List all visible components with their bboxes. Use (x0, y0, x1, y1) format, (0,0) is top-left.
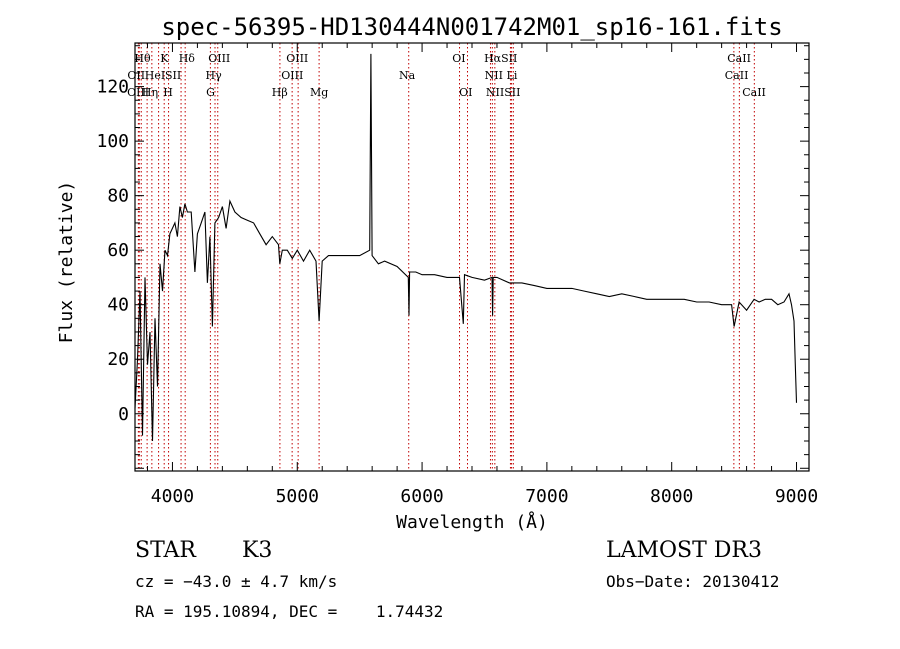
line-label: Na (399, 69, 416, 82)
line-label: OIII (281, 69, 303, 82)
obs-date: Obs−Date: 20130412 (606, 572, 780, 591)
line-label: CaII (742, 86, 766, 99)
line-label: SII (165, 69, 181, 82)
survey-name: LAMOST DR3 (606, 538, 762, 563)
line-label: OI (452, 52, 465, 65)
spectral-line-markers (137, 43, 755, 471)
plot-frame (134, 42, 810, 472)
line-label: OIII (208, 52, 230, 65)
x-tick-label: 4000 (151, 486, 194, 507)
line-label: Mg (310, 86, 328, 99)
x-tick-label: 9000 (775, 486, 818, 507)
x-tick-label: 5000 (276, 486, 319, 507)
x-tick-label: 7000 (525, 486, 568, 507)
object-subclass: K3 (242, 538, 273, 563)
y-tick-label: 60 (107, 240, 129, 261)
line-label: Hβ (272, 86, 288, 99)
series-layer (134, 53, 798, 442)
chart-title: spec-56395-HD130444N001742M01_sp16-161.f… (161, 13, 782, 41)
y-tick-label: 20 (107, 349, 129, 370)
y-tick-label: 80 (107, 186, 129, 207)
flux-line (134, 53, 798, 442)
line-label: Hθ (134, 52, 151, 65)
object-class: STAR (135, 538, 196, 563)
y-tick-label: 100 (96, 131, 129, 152)
y-tick-label: 0 (118, 404, 129, 425)
line-label: Hγ (206, 69, 223, 82)
x-axis-label: Wavelength (Å) (396, 511, 548, 533)
line-label: Hδ (179, 52, 196, 65)
line-label: OI (459, 86, 472, 99)
line-label: HαSII (484, 52, 517, 65)
line-label: H (163, 86, 173, 99)
y-tick-label: 40 (107, 295, 129, 316)
x-axis-ticks: 4000 5000 6000 7000 8000 9000 (146, 43, 818, 507)
line-label: CaII (725, 69, 749, 82)
line-label: OIII (286, 52, 308, 65)
x-tick-label: 8000 (650, 486, 693, 507)
line-label: NII (485, 69, 503, 82)
line-label: NIISII (486, 86, 521, 99)
coordinates: RA = 195.10894, DEC = 1.74432 (135, 602, 444, 621)
line-label: HeI (145, 69, 165, 82)
line-label: OII (127, 69, 145, 82)
redshift-readout: cz = −43.0 ± 4.7 km/s (135, 572, 338, 591)
line-label: G (206, 86, 215, 99)
y-axis-label: Flux (relative) (56, 181, 77, 344)
y-axis-ticks: 0 20 40 60 80 100 120 (96, 45, 809, 469)
x-tick-label: 6000 (400, 486, 443, 507)
line-label: CaII (727, 52, 751, 65)
line-label: K (160, 52, 169, 65)
line-label: OIII (127, 86, 149, 99)
line-label: Li (507, 69, 518, 82)
y-tick-label: 120 (96, 77, 129, 98)
line-label: Hη (142, 86, 158, 99)
spectral-line-labels: Hθ K Hδ OIII OIII OI HαSII CaII OII HeI SII Hγ OIII N… (127, 52, 766, 99)
